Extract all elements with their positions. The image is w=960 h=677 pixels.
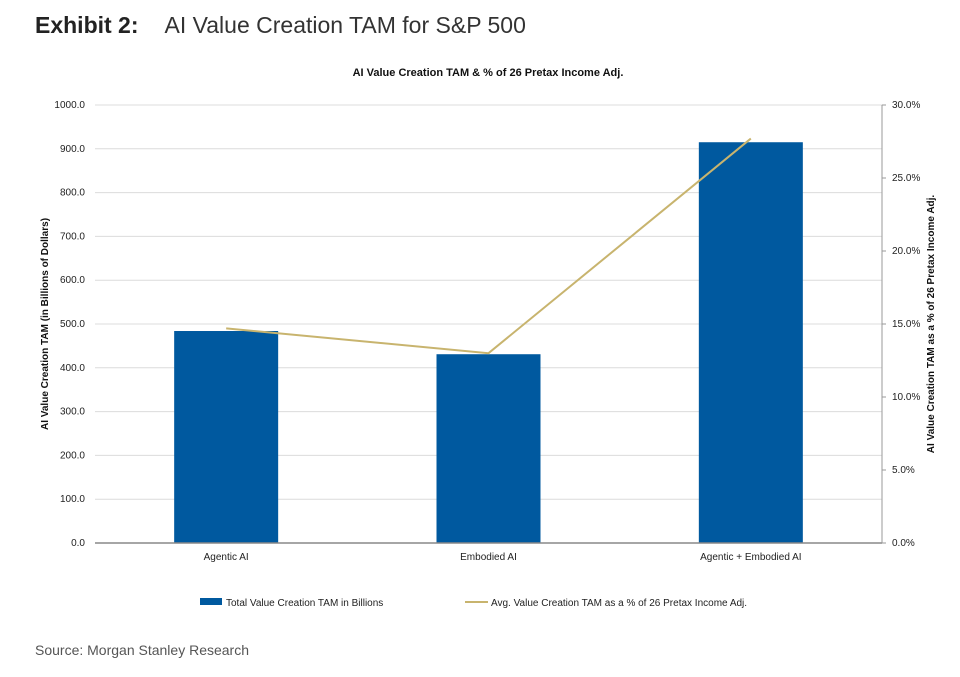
x-tick-label: Embodied AI	[460, 552, 517, 563]
legend-label-line: Avg. Value Creation TAM as a % of 26 Pre…	[491, 598, 747, 609]
chart-title: AI Value Creation TAM & % of 26 Pretax I…	[353, 67, 624, 79]
y-tick-label: 600.0	[60, 275, 85, 286]
y-tick-label: 700.0	[60, 231, 85, 242]
y-tick-label: 500.0	[60, 319, 85, 330]
y-tick-label: 100.0	[60, 494, 85, 505]
y-tick-label: 200.0	[60, 450, 85, 461]
y-tick-label: 900.0	[60, 144, 85, 155]
bar	[436, 354, 541, 543]
bar	[698, 142, 803, 544]
y-tick-label: 300.0	[60, 407, 85, 418]
x-tick-label: Agentic + Embodied AI	[700, 552, 801, 563]
y2-tick-label: 0.0%	[892, 538, 915, 549]
y2-tick-label: 10.0%	[892, 392, 920, 403]
y-tick-label: 400.0	[60, 363, 85, 374]
y2-tick-label: 20.0%	[892, 246, 920, 257]
x-tick-label: Agentic AI	[204, 552, 249, 563]
y-axis-label: AI Value Creation TAM (in Billions of Do…	[40, 218, 51, 430]
source-note: Source: Morgan Stanley Research	[35, 642, 249, 658]
y-tick-label: 800.0	[60, 188, 85, 199]
line-series	[226, 137, 752, 355]
exhibit-title: AI Value Creation TAM for S&P 500	[164, 12, 526, 38]
y-tick-label: 1000.0	[54, 100, 85, 111]
y2-tick-label: 5.0%	[892, 465, 915, 476]
exhibit-label: Exhibit 2:	[35, 12, 139, 38]
y-tick-label: 0.0	[71, 538, 85, 549]
y2-tick-label: 25.0%	[892, 173, 920, 184]
exhibit-heading: Exhibit 2: AI Value Creation TAM for S&P …	[35, 12, 526, 39]
y2-tick-label: 15.0%	[892, 319, 920, 330]
bar	[174, 331, 279, 543]
legend-swatch-bar	[200, 598, 222, 605]
y2-tick-label: 30.0%	[892, 100, 920, 111]
legend-label-bar: Total Value Creation TAM in Billions	[226, 598, 383, 609]
y2-axis-label: AI Value Creation TAM as a % of 26 Preta…	[926, 195, 937, 454]
